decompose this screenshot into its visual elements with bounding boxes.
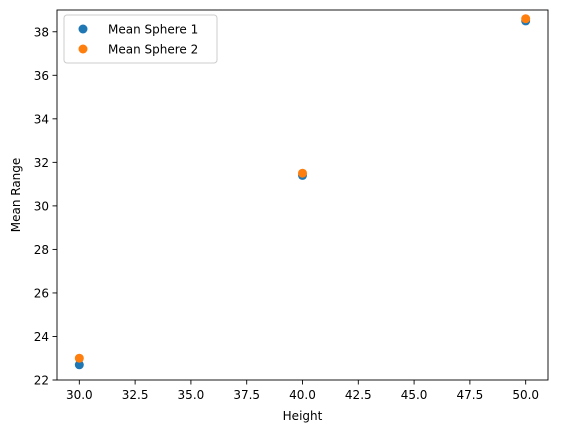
legend-marker xyxy=(78,24,88,34)
y-tick-label: 32 xyxy=(34,156,49,170)
y-tick-label: 30 xyxy=(34,199,49,213)
y-tick-label: 34 xyxy=(34,112,49,126)
legend-entry: Mean Sphere 2 xyxy=(78,43,198,57)
x-tick-label: 30.0 xyxy=(66,388,93,402)
y-tick-label: 38 xyxy=(34,25,49,39)
y-axis-label: Mean Range xyxy=(9,158,23,233)
x-tick-label: 45.0 xyxy=(401,388,428,402)
y-tick-label: 24 xyxy=(34,330,49,344)
plot-frame xyxy=(56,9,549,381)
data-point-series-2 xyxy=(74,353,84,363)
x-tick-label: 42.5 xyxy=(345,388,372,402)
data-point-series-2 xyxy=(521,14,531,24)
x-axis-label: Height xyxy=(283,409,323,423)
x-axis: 30.0 32.5 35.0 37.5 40.0 42.5 45.0 47.5 50.0 xyxy=(66,380,539,402)
legend-label: Mean Sphere 2 xyxy=(108,43,198,57)
data-point-series-1 xyxy=(74,360,84,370)
legend-marker xyxy=(78,44,88,54)
x-tick-label: 32.5 xyxy=(122,388,149,402)
x-tick-label: 35.0 xyxy=(178,388,205,402)
x-tick-label: 47.5 xyxy=(457,388,484,402)
y-tick-label: 22 xyxy=(34,374,49,388)
y-tick-label: 36 xyxy=(34,69,49,83)
x-tick-label: 50.0 xyxy=(512,388,539,402)
x-tick-label: 37.5 xyxy=(233,388,260,402)
legend: Mean Sphere 1 Mean Sphere 2 xyxy=(63,14,218,64)
legend-label: Mean Sphere 1 xyxy=(108,23,198,37)
data-markers xyxy=(74,14,531,370)
y-axis: 22 24 26 28 30 32 34 36 38 xyxy=(34,25,57,388)
legend-entry: Mean Sphere 1 xyxy=(78,23,198,37)
data-point-series-2 xyxy=(298,168,307,178)
y-tick-label: 26 xyxy=(34,286,49,300)
y-tick-label: 28 xyxy=(34,243,49,257)
legend-box xyxy=(63,14,218,64)
x-tick-label: 40.0 xyxy=(289,388,316,402)
plot-area xyxy=(56,9,549,381)
